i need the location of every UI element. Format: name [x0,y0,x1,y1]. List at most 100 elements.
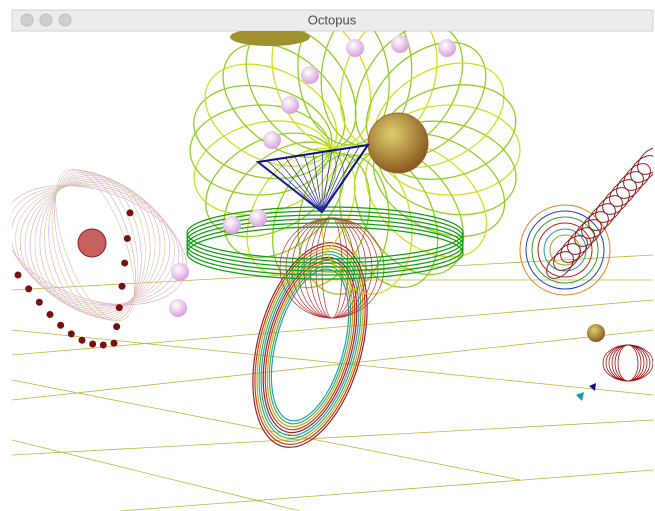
wire-disc [186,218,464,272]
cone-marker [110,339,118,347]
wire-loop [252,242,368,448]
wire-loop [262,256,358,434]
cone-marker [78,336,86,344]
wire-disc [186,214,464,268]
sphere [281,96,299,114]
wire-disc [186,226,464,280]
wire-cone [303,154,323,213]
wire-cone [321,150,332,213]
wire-cone [276,158,323,213]
cone-marker [126,209,134,217]
cone-marker [67,330,75,338]
sphere [391,35,409,53]
sphere [587,324,605,342]
wire-loop [258,250,362,440]
wire-torus [204,63,338,167]
sphere [346,39,364,57]
wire-bowl [55,168,135,322]
wire-torus [189,104,331,196]
sphere [223,216,241,234]
zoom-button[interactable] [58,13,72,27]
title-bar [11,9,654,32]
wire-tube [637,147,653,175]
wire-torus [246,147,356,276]
cone-marker [118,282,126,290]
cone-marker [121,259,129,267]
wire-ring [519,204,611,296]
wire-loop [270,268,350,422]
wire-cone [321,147,351,213]
cone-marker [576,392,584,401]
sphere [171,263,189,281]
wire-cone [321,146,360,213]
sphere [301,66,319,84]
wire-cone [285,157,323,213]
wire-cone [611,344,645,382]
wire-cone [321,149,342,213]
floor-grid-line [12,299,653,356]
wire-bowl [39,174,151,316]
wire-bowl [54,169,136,321]
wire-torus [365,41,487,159]
close-button[interactable] [20,13,34,27]
wire-sphere [321,217,343,319]
cone-marker [113,323,121,331]
sphere [230,31,310,46]
wire-bowl [51,170,139,320]
wire-bowl [29,178,161,312]
wire-tube [623,163,651,191]
wire-cone [312,153,323,213]
wire-torus [297,31,390,146]
wire-torus [222,42,346,158]
wire-torus [353,148,465,276]
floor-grid-line [119,469,653,511]
cone-marker [14,271,22,279]
wire-cone [257,161,323,213]
sphere [249,209,267,227]
wire-ring [525,210,605,290]
cone-marker [99,341,107,349]
cone-marker [57,321,65,329]
sphere [263,131,281,149]
wire-torus [193,84,333,180]
sphere [169,299,187,317]
floor-grid-line [12,329,653,396]
cone-marker [589,383,596,391]
sphere [367,112,429,174]
wire-tube [630,155,653,183]
wire-bowl [44,173,146,317]
sphere [77,228,107,258]
wire-loop [264,259,356,431]
wire-disc [186,210,464,264]
floor-grid-line [12,329,653,401]
wire-cone [617,344,639,382]
floor-grid-line [12,439,301,511]
wire-disc [186,222,464,276]
wire-loop [256,247,364,443]
floor-grid-line [12,254,653,291]
wire-loop [260,253,360,437]
wire-loop [254,245,366,445]
cone-marker [46,311,54,319]
cone-marker [115,304,123,312]
wire-torus [272,151,371,289]
wire-cone [294,156,323,213]
sphere [438,39,456,57]
wire-bowl [19,182,171,308]
wire-cone [605,344,651,382]
wire-ring [531,216,599,284]
wire-cone [602,344,653,382]
cone-marker [35,298,43,306]
cone-marker [25,285,33,293]
wire-bowl [48,171,142,319]
wire-cone [266,160,323,213]
cone-marker [89,340,97,348]
wire-bowl [34,176,156,314]
wire-ring [537,222,593,278]
wire-bowl [24,180,166,310]
minimize-button[interactable] [39,13,53,27]
wire-bowl [15,183,175,307]
